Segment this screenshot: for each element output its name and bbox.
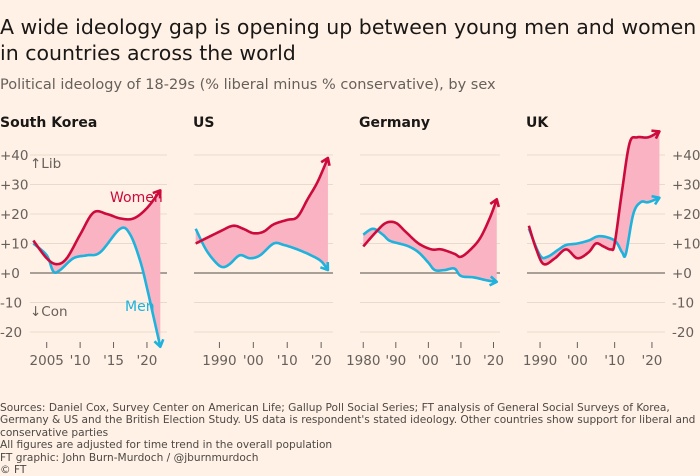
- footer-notes: Sources: Daniel Cox, Survey Center on Am…: [0, 402, 700, 476]
- panel-title: UK: [526, 115, 549, 131]
- men-line: [32, 226, 162, 348]
- men-arrow-icon: [488, 275, 499, 287]
- men-label: Men: [125, 299, 155, 315]
- x-tick-label: 1990: [202, 353, 236, 369]
- y-tick-right: -10: [672, 296, 694, 312]
- gap-area: [33, 190, 161, 347]
- gap-area: [363, 199, 497, 282]
- x-tick-label: '10: [277, 353, 298, 369]
- men-arrow-icon: [651, 194, 661, 206]
- x-tick-label: '10: [604, 353, 625, 369]
- y-tick-right: +0: [672, 266, 692, 282]
- x-tick-label: '00: [418, 353, 439, 369]
- y-tick-left: +20: [0, 207, 29, 223]
- y-tick-right: -20: [672, 325, 694, 341]
- x-tick-label: '20: [483, 353, 504, 369]
- y-tick-left: -20: [0, 325, 22, 341]
- y-tick-left: +30: [0, 178, 29, 194]
- men-arrow-icon: [153, 338, 165, 349]
- sources: Sources: Daniel Cox, Survey Center on Am…: [0, 402, 696, 439]
- x-tick-label: '00: [243, 353, 264, 369]
- women-arrow-icon: [320, 156, 331, 167]
- x-tick-label: '20: [137, 353, 158, 369]
- x-tick-label: '20: [642, 353, 663, 369]
- men-line: [527, 196, 661, 260]
- credit: FT graphic: John Burn-Murdoch / @jburnmu…: [0, 451, 259, 464]
- women-label: Women: [110, 190, 163, 206]
- x-tick-label: '00: [567, 353, 588, 369]
- y-tick-left: -10: [0, 296, 22, 312]
- panel-title: US: [193, 115, 214, 131]
- panel-title: South Korea: [0, 115, 97, 131]
- men-line: [194, 228, 329, 271]
- chart-title: A wide ideology gap is opening up betwee…: [0, 15, 697, 65]
- chart: +40 +40 +30 +30 +20 +20 +10 +10 +0 +0 -10 -10 -20 -20…: [0, 115, 700, 369]
- gap-area: [195, 157, 328, 271]
- panel-title: Germany: [359, 115, 430, 131]
- copyright: © FT: [0, 464, 27, 476]
- x-tick-label: '10: [450, 353, 471, 369]
- y-tick-right: +40: [672, 148, 700, 164]
- women-arrow-icon: [152, 189, 162, 199]
- con-annotation: ↓Con: [30, 304, 68, 320]
- x-tick-label: '20: [311, 353, 332, 369]
- x-tick-label: '90: [385, 353, 406, 369]
- men-arrow-icon: [319, 262, 330, 272]
- x-tick-label: '10: [70, 353, 91, 369]
- y-tick-right: +10: [672, 237, 700, 253]
- women-line: [32, 189, 162, 266]
- women-line: [362, 198, 498, 259]
- y-tick-left: +10: [0, 237, 29, 253]
- men-line: [362, 227, 498, 284]
- y-tick-right: +20: [672, 207, 700, 223]
- women-arrow-icon: [651, 129, 661, 140]
- chart-subtitle: Political ideology of 18-29s (% liberal …: [0, 77, 496, 93]
- women-line: [195, 157, 330, 245]
- note: All figures are adjusted for time trend …: [0, 439, 333, 452]
- x-tick-label: 1980: [346, 353, 380, 369]
- x-tick-label: 2005: [30, 353, 64, 369]
- lib-annotation: ↑Lib: [30, 156, 61, 172]
- women-line: [527, 130, 661, 266]
- y-tick-left: +0: [0, 266, 20, 282]
- women-arrow-icon: [489, 197, 501, 208]
- x-tick-label: 1990: [523, 353, 557, 369]
- x-tick-label: '15: [103, 353, 124, 369]
- y-tick-left: +40: [0, 148, 29, 164]
- y-tick-right: +30: [672, 178, 700, 194]
